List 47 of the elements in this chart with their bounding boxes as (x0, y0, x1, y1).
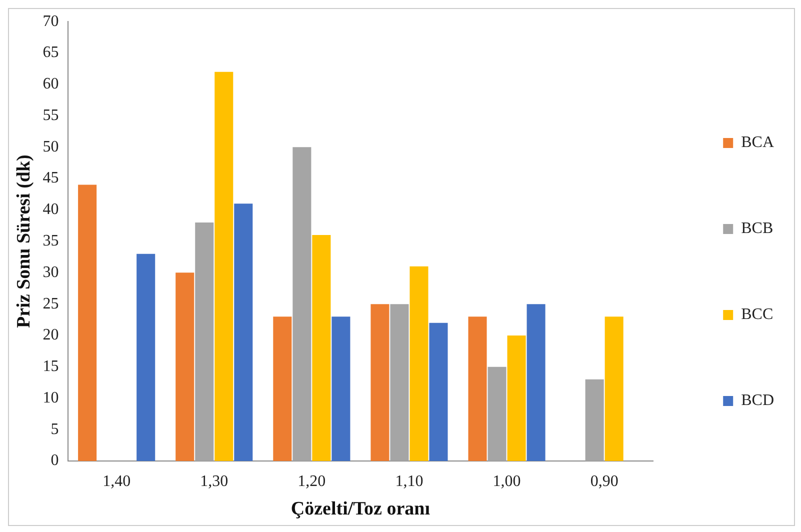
bar (468, 316, 487, 461)
y-tick-label: 30 (42, 264, 59, 281)
bar (273, 316, 292, 461)
bar (176, 272, 194, 461)
bar (78, 184, 97, 461)
bar (585, 379, 604, 461)
bar (136, 254, 156, 461)
bar (526, 304, 546, 461)
y-tick-label: 5 (50, 420, 59, 438)
x-tick-label: 1,10 (395, 472, 424, 490)
legend-label: BCC (741, 306, 774, 324)
bar (390, 304, 409, 461)
y-tick-label: 10 (42, 389, 59, 406)
bar (332, 316, 350, 461)
y-tick-label: 70 (42, 12, 59, 30)
x-axis-title: Çözelti/Toz oranı (290, 498, 430, 520)
bar (429, 322, 448, 461)
y-tick-label: 15 (42, 358, 59, 376)
y-tick-label: 65 (42, 44, 59, 62)
y-tick-label: 40 (42, 201, 59, 218)
x-tick-label: 0,90 (590, 472, 618, 490)
bar (292, 147, 312, 461)
bar (214, 72, 234, 461)
bar (604, 316, 624, 461)
y-tick-label: 50 (42, 138, 59, 156)
x-tick-label: 1,20 (298, 472, 326, 490)
y-tick-label: 35 (42, 232, 59, 250)
legend-label: BCD (741, 392, 774, 410)
bar (488, 366, 506, 461)
x-tick-label: 1,30 (200, 472, 228, 490)
y-axis-title: Priz Sonu Süresi (dk) (13, 154, 34, 328)
bar (312, 235, 331, 461)
bar (507, 335, 526, 461)
bar (195, 222, 214, 461)
x-tick-label: 1,40 (102, 472, 131, 490)
bar (410, 266, 428, 461)
y-tick-label: 60 (42, 76, 59, 93)
legend-label: BCB (741, 220, 774, 238)
bar (234, 204, 253, 461)
x-tick-label: 1,00 (492, 472, 521, 490)
bar (370, 304, 390, 461)
y-tick-label: 25 (42, 295, 59, 312)
y-tick-label: 20 (42, 326, 59, 344)
legend-label: BCA (741, 134, 774, 152)
y-tick-label: 55 (42, 106, 59, 124)
y-tick-label: 0 (50, 452, 59, 470)
y-tick-label: 45 (42, 170, 59, 187)
